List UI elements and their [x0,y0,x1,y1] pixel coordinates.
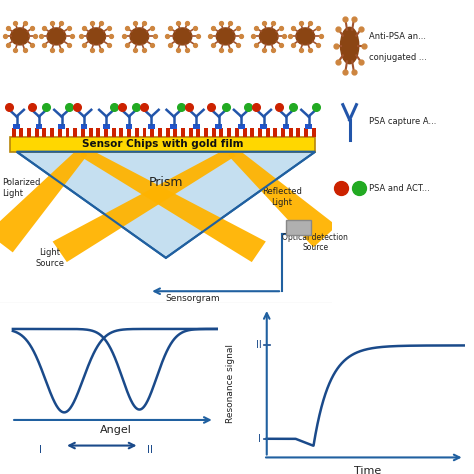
Text: Prism: Prism [149,175,183,189]
Circle shape [87,28,106,45]
Circle shape [296,28,315,45]
FancyBboxPatch shape [13,124,20,128]
FancyBboxPatch shape [158,128,162,137]
FancyBboxPatch shape [135,128,139,137]
FancyBboxPatch shape [286,220,311,235]
FancyBboxPatch shape [119,128,123,137]
Text: Anti-PSA an...: Anti-PSA an... [369,32,426,41]
FancyBboxPatch shape [112,128,116,137]
Polygon shape [0,148,87,252]
Polygon shape [80,147,266,262]
Circle shape [47,28,66,45]
FancyBboxPatch shape [281,128,285,137]
FancyBboxPatch shape [143,128,146,137]
FancyBboxPatch shape [266,128,270,137]
FancyBboxPatch shape [250,128,254,137]
Circle shape [130,28,149,45]
FancyBboxPatch shape [36,124,42,128]
Polygon shape [228,148,337,247]
FancyBboxPatch shape [58,124,65,128]
Text: I: I [258,434,261,444]
Circle shape [340,27,359,64]
FancyBboxPatch shape [27,128,31,137]
Circle shape [216,28,235,45]
FancyBboxPatch shape [283,124,290,128]
FancyBboxPatch shape [103,124,110,128]
FancyBboxPatch shape [42,128,46,137]
FancyBboxPatch shape [73,128,77,137]
FancyBboxPatch shape [227,128,231,137]
FancyBboxPatch shape [171,124,177,128]
FancyBboxPatch shape [219,128,223,137]
FancyBboxPatch shape [181,128,185,137]
FancyBboxPatch shape [289,128,293,137]
Text: Light
Source: Light Source [35,248,64,267]
Text: Polarized
Light: Polarized Light [1,178,40,198]
FancyBboxPatch shape [19,128,23,137]
Text: Sensor Chips with gold film: Sensor Chips with gold film [82,139,243,149]
FancyBboxPatch shape [10,137,315,152]
Text: II: II [255,340,261,350]
FancyBboxPatch shape [150,128,154,137]
Text: conjugated ...: conjugated ... [369,53,427,62]
Circle shape [173,28,192,45]
FancyBboxPatch shape [58,128,62,137]
FancyBboxPatch shape [50,128,54,137]
FancyBboxPatch shape [235,128,239,137]
Text: Reflected
Light: Reflected Light [262,188,302,207]
Text: Sensorgram: Sensorgram [165,294,220,303]
Text: Angel: Angel [100,425,131,435]
FancyBboxPatch shape [89,128,92,137]
Text: PSA and ACT...: PSA and ACT... [369,183,430,192]
FancyBboxPatch shape [11,128,16,137]
FancyBboxPatch shape [273,128,277,137]
FancyBboxPatch shape [212,128,216,137]
FancyBboxPatch shape [215,124,222,128]
Text: I: I [39,445,42,455]
FancyBboxPatch shape [81,124,87,128]
Polygon shape [53,147,236,262]
FancyBboxPatch shape [260,124,267,128]
FancyBboxPatch shape [173,128,177,137]
FancyBboxPatch shape [297,128,301,137]
FancyBboxPatch shape [196,128,201,137]
FancyBboxPatch shape [258,128,262,137]
FancyBboxPatch shape [238,124,245,128]
Polygon shape [17,152,315,258]
FancyBboxPatch shape [104,128,108,137]
Text: II: II [146,445,153,455]
FancyBboxPatch shape [35,128,39,137]
FancyBboxPatch shape [204,128,208,137]
Text: Resonance signal: Resonance signal [226,345,235,423]
FancyBboxPatch shape [126,124,132,128]
FancyBboxPatch shape [165,128,170,137]
FancyBboxPatch shape [127,128,131,137]
FancyBboxPatch shape [193,124,200,128]
Circle shape [259,28,278,45]
FancyBboxPatch shape [305,124,312,128]
Circle shape [10,28,29,45]
Text: PSA capture A...: PSA capture A... [369,117,437,126]
Text: Optical detection
Source: Optical detection Source [283,233,348,252]
FancyBboxPatch shape [312,128,316,137]
FancyBboxPatch shape [96,128,100,137]
FancyBboxPatch shape [148,124,155,128]
FancyBboxPatch shape [65,128,70,137]
Text: Time: Time [354,466,381,474]
FancyBboxPatch shape [81,128,85,137]
FancyBboxPatch shape [189,128,193,137]
FancyBboxPatch shape [304,128,308,137]
FancyBboxPatch shape [243,128,246,137]
